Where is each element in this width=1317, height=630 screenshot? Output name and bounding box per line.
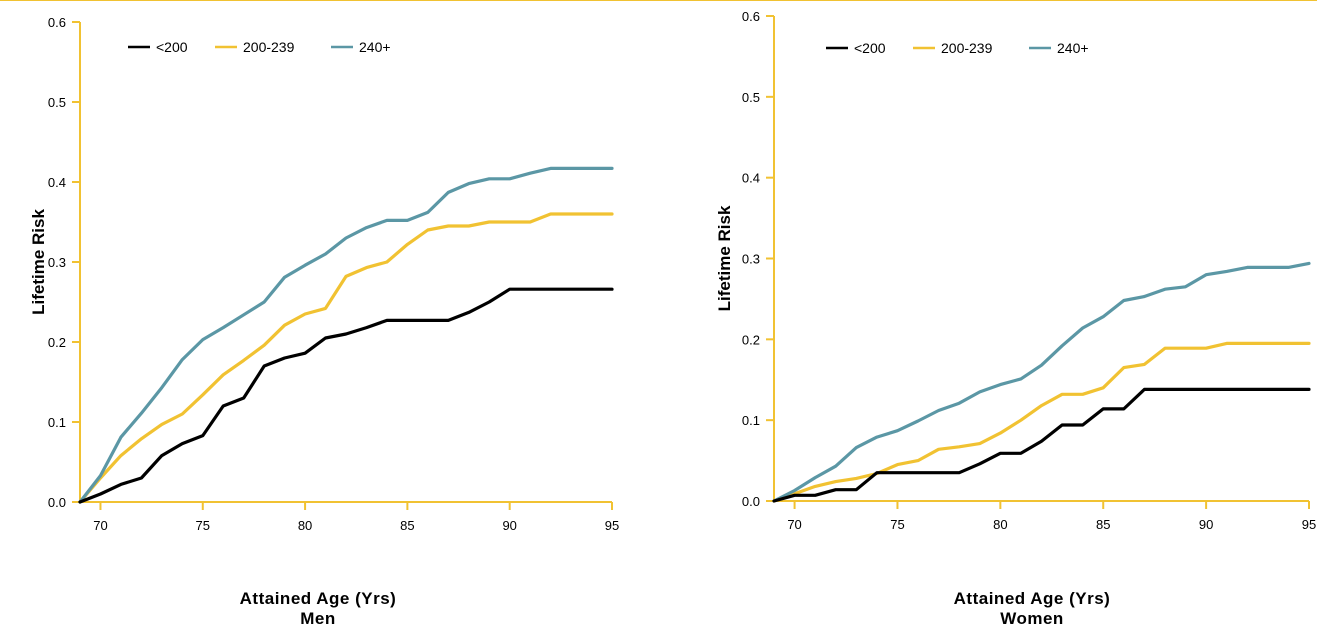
legend-label: 200-239 [941, 40, 993, 56]
legend: <200 200-239 240+ [128, 39, 391, 55]
y-axis-title: Lifetime Risk [29, 209, 48, 315]
legend-label: 200-239 [243, 39, 295, 55]
chart-panel-men: 0.0 0.1 0.2 0.3 0.4 0.5 0.6 70 75 80 85 90 95 <200 200… [29, 15, 619, 628]
x-axis-title: Attained Age (Yrs) [954, 589, 1111, 608]
y-tick-label: 0.1 [742, 413, 760, 428]
x-tick-label: 90 [1199, 517, 1213, 532]
x-tick-label: 95 [605, 518, 619, 533]
legend-label: 240+ [359, 39, 391, 55]
series-line-200-239 [78, 212, 614, 504]
y-tick-label: 0.6 [742, 9, 760, 24]
y-tick-label: 0.3 [48, 255, 66, 270]
y-tick-label: 0.3 [742, 252, 760, 267]
legend: <200 200-239 240+ [826, 40, 1089, 56]
y-tick-label: 0.0 [742, 494, 760, 509]
legend-label: <200 [854, 40, 886, 56]
legend-label: <200 [156, 39, 188, 55]
x-tick-label: 95 [1302, 517, 1316, 532]
y-tick-label: 0.5 [742, 90, 760, 105]
y-axis-title: Lifetime Risk [715, 205, 734, 311]
chart-panel-women: 0.0 0.1 0.2 0.3 0.4 0.5 0.6 70 75 80 85 90 95 <200 200… [715, 9, 1316, 628]
top-border-line [0, 0, 1317, 1]
y-tick-label: 0.4 [742, 171, 760, 186]
y-tick-label: 0.1 [48, 415, 66, 430]
y-tick-label: 0.6 [48, 15, 66, 30]
series-line-lt200 [78, 287, 614, 504]
y-tick-label: 0.0 [48, 495, 66, 510]
x-tick-label: 70 [787, 517, 801, 532]
y-tick-label: 0.4 [48, 175, 66, 190]
x-tick-label: 70 [93, 518, 107, 533]
x-axis-title: Attained Age (Yrs) [240, 589, 397, 608]
x-tick-label: 75 [890, 517, 904, 532]
panel-subtitle: Women [1000, 609, 1064, 628]
series-line-200-239 [772, 341, 1311, 503]
series-line-lt200 [772, 387, 1311, 503]
x-tick-label: 75 [196, 518, 210, 533]
series-line-240plus [772, 261, 1311, 503]
x-tick-label: 85 [1096, 517, 1110, 532]
y-tick-label: 0.2 [48, 335, 66, 350]
x-tick-label: 80 [298, 518, 312, 533]
legend-label: 240+ [1057, 40, 1089, 56]
series-line-240plus [78, 166, 614, 504]
x-tick-label: 90 [502, 518, 516, 533]
panel-subtitle: Men [300, 609, 336, 628]
y-tick-label: 0.5 [48, 95, 66, 110]
x-tick-label: 80 [993, 517, 1007, 532]
y-tick-label: 0.2 [742, 332, 760, 347]
x-tick-label: 85 [400, 518, 414, 533]
